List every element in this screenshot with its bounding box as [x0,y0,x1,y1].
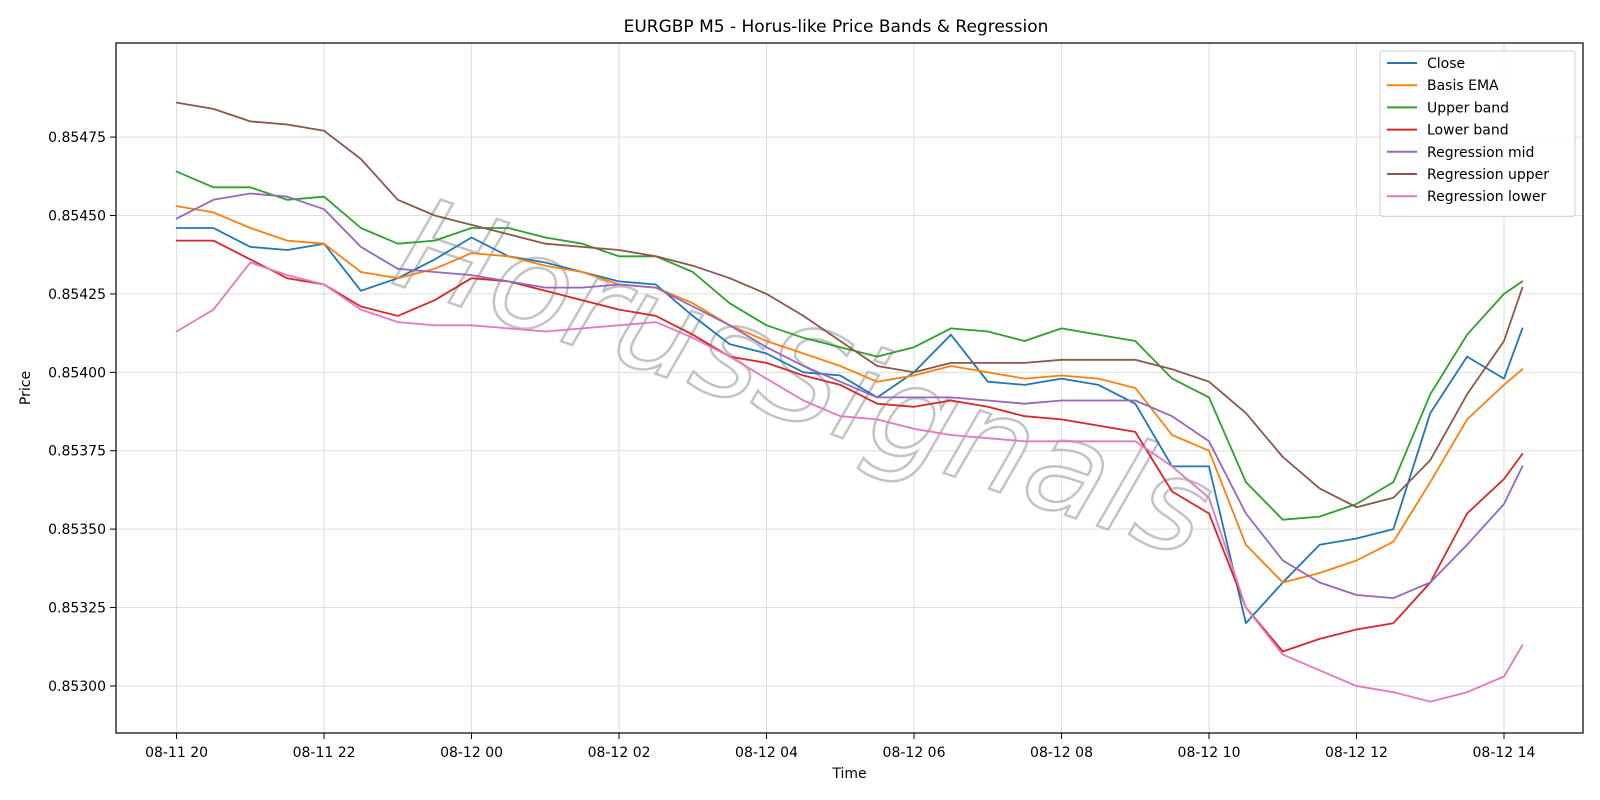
legend-entry: Basis EMA [1427,78,1499,94]
x-tick-label: 08-12 08 [1030,745,1093,761]
chart-title: EURGBP M5 - Horus-like Price Bands & Reg… [624,17,1049,37]
legend-entry: Close [1427,56,1465,72]
series-layer [175,101,1524,703]
legend-entry: Regression upper [1427,167,1549,183]
legend-entry: Regression lower [1427,189,1547,205]
y-tick-label: 0.85350 [48,522,106,538]
x-tick-label: 08-12 14 [1473,745,1536,761]
y-axis-label: Price [18,371,34,405]
axes-ticks: 08-11 20 08-11 22 08-12 00 08-12 02 08-12 04… [48,130,1535,761]
y-tick-label: 0.85300 [48,679,106,695]
series-line-regression-mid [175,192,1524,599]
series-line-regression-upper [175,101,1524,509]
legend-entry: Upper band [1427,100,1509,116]
series-line-upper-band [175,170,1524,521]
x-tick-label: 08-11 22 [293,745,356,761]
legend: Close Basis EMA Upper band Lower band Regres… [1379,50,1576,217]
watermark: HorusSignals [379,168,1230,588]
grid [116,43,1583,733]
x-tick-label: 08-12 06 [883,745,946,761]
series-line-basis-ema [175,205,1524,584]
x-tick-label: 08-12 10 [1178,745,1241,761]
y-tick-label: 0.85375 [48,444,106,460]
x-tick-label: 08-12 04 [735,745,798,761]
x-tick-label: 08-11 20 [145,745,208,761]
legend-entry: Regression mid [1427,145,1534,161]
x-tick-label: 08-12 00 [440,745,503,761]
y-tick-label: 0.85450 [48,209,106,225]
series-line-regression-lower [175,261,1524,703]
x-tick-label: 08-12 12 [1325,745,1388,761]
series-line-close [175,227,1524,625]
y-tick-label: 0.85475 [48,130,106,146]
x-axis-label: Time [831,766,866,782]
y-tick-label: 0.85425 [48,287,106,303]
y-tick-label: 0.85325 [48,601,106,617]
plot-frame [115,42,1584,734]
x-tick-label: 08-12 02 [588,745,651,761]
legend-box [1379,50,1576,217]
legend-entry: Lower band [1427,123,1509,139]
series-line-lower-band [175,239,1524,653]
y-tick-label: 0.85400 [48,365,106,381]
watermark-layer: HorusSignals [378,166,1232,588]
